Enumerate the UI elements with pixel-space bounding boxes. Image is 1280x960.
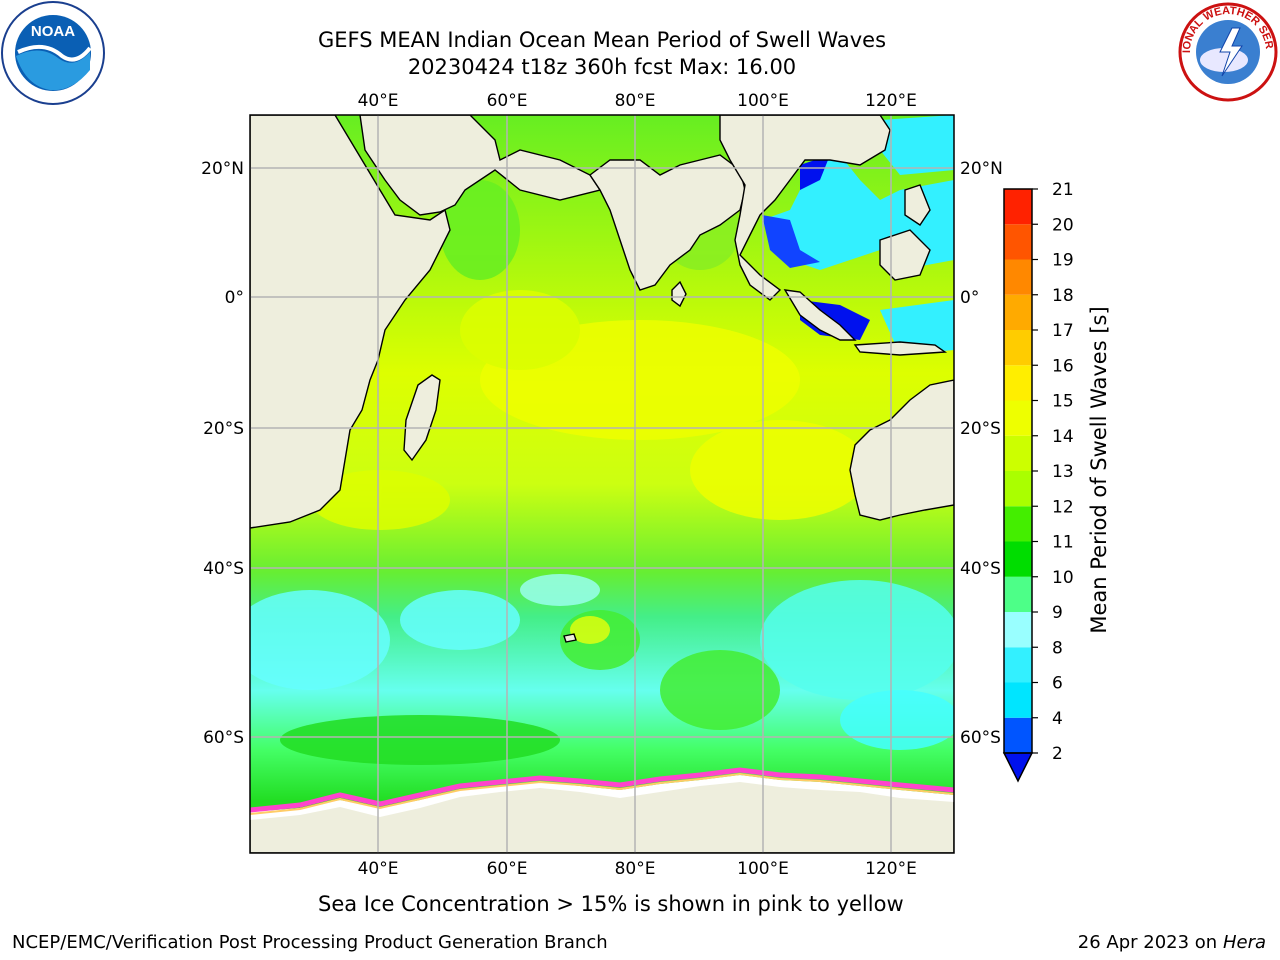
map-area <box>250 115 954 853</box>
x-tick-label: 40°E <box>358 91 399 111</box>
x-tick-label: 100°E <box>737 91 789 111</box>
y-tick-label: 40°S <box>203 559 244 579</box>
colorbar-segment <box>1004 400 1032 436</box>
colorbar-segment <box>1004 365 1032 401</box>
colorbar-tick-label: 6 <box>1052 674 1063 694</box>
colorbar-segment <box>1004 259 1032 295</box>
y-ticks-left: 20°N 0° 20°S 40°S 60°S <box>201 159 244 748</box>
x-ticks-top: 40°E 60°E 80°E 100°E 120°E <box>358 91 917 111</box>
footer-credit: NCEP/EMC/Verification Post Processing Pr… <box>12 932 608 953</box>
colorbar-segment <box>1004 189 1032 225</box>
colorbar-tick-label: 18 <box>1052 286 1074 306</box>
colorbar-tick-label: 10 <box>1052 568 1074 588</box>
land-kerguelen <box>563 633 577 643</box>
y-tick-label: 40°S <box>960 559 1001 579</box>
footer-date-text: 26 Apr 2023 on <box>1077 932 1223 953</box>
footer-date: 26 Apr 2023 on Hera <box>1078 931 1266 955</box>
colorbar-segment <box>1004 647 1032 683</box>
y-ticks-right: 20°N 0° 20°S 40°S 60°S <box>960 159 1003 748</box>
land-philippines <box>904 184 931 226</box>
colorbar-segment <box>1004 682 1032 718</box>
colorbar-label: Mean Period of Swell Waves [s] <box>1087 306 1111 633</box>
land-sumatra <box>783 289 857 341</box>
noaa-logo-text: NOAA <box>31 23 75 40</box>
map-frame <box>249 114 955 854</box>
gridlines <box>250 115 954 853</box>
colorbar-tick-label: 16 <box>1052 356 1074 376</box>
x-ticks-bottom: 40°E 60°E 80°E 100°E 120°E <box>358 859 917 879</box>
y-tick-label: 60°S <box>960 728 1001 748</box>
y-tick-label: 0° <box>225 288 244 308</box>
x-tick-label: 80°E <box>615 859 656 879</box>
colorbar-tick-label: 12 <box>1052 497 1074 517</box>
colorbar-tick-label: 17 <box>1052 321 1074 341</box>
colorbar-segment <box>1004 506 1032 542</box>
colorbar-tick-label: 9 <box>1052 603 1063 623</box>
y-tick-label: 20°S <box>960 419 1001 439</box>
land-java <box>853 341 948 356</box>
colorbar-segment <box>1004 717 1032 753</box>
colorbar-tick-label: 11 <box>1052 533 1074 553</box>
sea-ice-band-yellow <box>250 772 954 815</box>
x-tick-label: 60°E <box>487 859 528 879</box>
colorbar-tick-label: 21 <box>1052 180 1074 200</box>
x-tick-label: 100°E <box>737 859 789 879</box>
noaa-logo-icon: NOAA <box>1 1 105 105</box>
colorbar-tick-label: 19 <box>1052 251 1074 271</box>
chart-subtitle: 20230424 t18z 360h fcst Max: 16.00 <box>407 55 797 79</box>
y-tick-label: 20°N <box>201 159 244 179</box>
x-tick-label: 120°E <box>865 859 917 879</box>
colorbar-extend-arrow <box>1002 752 1034 783</box>
x-tick-label: 60°E <box>487 91 528 111</box>
sea-ice-note: Sea Ice Concentration > 15% is shown in … <box>318 892 904 916</box>
land-australia <box>849 379 954 521</box>
x-tick-label: 80°E <box>615 91 656 111</box>
colorbar-segment <box>1004 294 1032 330</box>
colorbar-segment <box>1004 224 1032 260</box>
colorbar-tick-label: 20 <box>1052 215 1074 235</box>
ice-edge-white <box>250 775 954 820</box>
nws-logo-icon: NATIONAL WEATHER SERVICE <box>1176 0 1278 102</box>
colorbar-tick-label: 2 <box>1052 744 1063 764</box>
land-india <box>589 154 746 291</box>
chart-title: GEFS MEAN Indian Ocean Mean Period of Sw… <box>317 28 887 52</box>
y-tick-label: 60°S <box>203 728 244 748</box>
colorbar-segment <box>1004 612 1032 648</box>
y-tick-label: 20°N <box>960 159 1003 179</box>
colorbar-segment <box>1004 471 1032 507</box>
sea-ice-band <box>250 767 954 813</box>
land-arabia <box>359 115 602 216</box>
colorbar-tick-label: 8 <box>1052 638 1063 658</box>
land-borneo <box>879 229 931 281</box>
colorbar-tick-label: 13 <box>1052 462 1074 482</box>
land-madagascar <box>403 374 441 462</box>
colorbar-tick-label: 14 <box>1052 427 1074 447</box>
x-tick-label: 120°E <box>865 91 917 111</box>
colorbar-segment <box>1004 330 1032 366</box>
colorbar-tick-label: 15 <box>1052 392 1074 412</box>
colorbar-segment <box>1004 541 1032 577</box>
colorbar: 2 4 6 8 9 10 11 12 13 14 15 16 17 18 19 20 21 <box>1002 180 1074 783</box>
footer-machine: Hera <box>1222 932 1266 953</box>
colorbar-segment <box>1004 576 1032 612</box>
y-tick-label: 0° <box>960 288 979 308</box>
colorbar-tick-label: 4 <box>1052 709 1063 729</box>
land-sri-lanka <box>671 280 687 308</box>
colorbar-segment <box>1004 435 1032 471</box>
x-tick-label: 40°E <box>358 859 399 879</box>
land-africa <box>250 115 451 529</box>
y-tick-label: 20°S <box>203 419 244 439</box>
